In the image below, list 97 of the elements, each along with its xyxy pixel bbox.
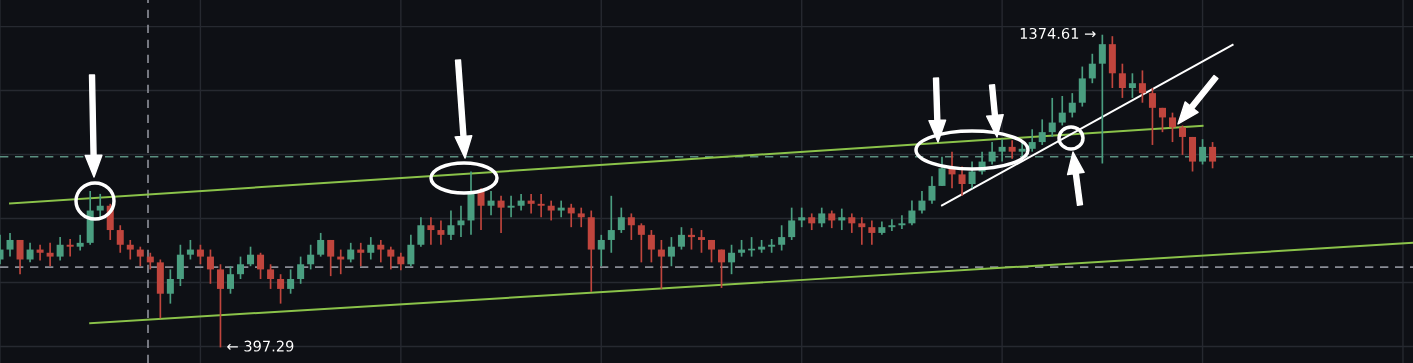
- candlestick: [547, 199, 555, 222]
- candlestick: [998, 138, 1006, 163]
- candlestick: [226, 265, 234, 295]
- candlestick: [788, 206, 796, 241]
- candlestick: [1138, 69, 1146, 104]
- candlestick: [918, 190, 926, 215]
- candlestick: [597, 234, 605, 268]
- candlestick: [637, 222, 645, 264]
- candlestick: [988, 141, 996, 166]
- candlestick: [647, 229, 655, 264]
- candlestick: [457, 204, 465, 238]
- candlestick: [1058, 95, 1066, 127]
- candlestick: [26, 242, 34, 264]
- candlestick: [367, 236, 375, 261]
- candlestick: [76, 234, 84, 252]
- candlestick: [697, 229, 705, 254]
- candlestick: [36, 243, 44, 262]
- candlestick: [307, 243, 315, 271]
- candlestick: [1048, 97, 1056, 138]
- candlestick: [136, 245, 144, 268]
- candlestick: [818, 206, 826, 229]
- candlestick: [1008, 139, 1016, 160]
- candlestick: [497, 194, 505, 234]
- candlestick: [166, 268, 174, 305]
- candlestick: [868, 219, 876, 246]
- candlestick: [287, 268, 295, 295]
- candlestick: [1128, 72, 1136, 99]
- candlestick: [56, 236, 64, 262]
- candlestick: [728, 243, 736, 276]
- candlestick: [958, 165, 966, 197]
- candlestick: [1168, 111, 1176, 143]
- candlestick: [938, 155, 946, 187]
- candlestick: [116, 224, 124, 254]
- candlestick: [96, 193, 104, 219]
- candlestick: [898, 214, 906, 230]
- candlestick: [16, 239, 24, 276]
- candlestick: [928, 175, 936, 205]
- candlestick: [347, 242, 355, 264]
- candlestick: [377, 239, 385, 264]
- annotation: 1374.61 →: [1020, 27, 1096, 39]
- candlestick: [186, 239, 194, 261]
- candlestick: [1038, 118, 1046, 146]
- candlestick: [126, 239, 134, 261]
- candlestick: [1028, 128, 1036, 153]
- candlestick: [908, 199, 916, 227]
- candlestick: [1068, 92, 1076, 119]
- candlestick: [417, 216, 425, 248]
- candlestick: [557, 199, 565, 219]
- candlestick: [487, 190, 495, 217]
- candlestick: [1088, 52, 1096, 85]
- candlestick: [1179, 124, 1187, 156]
- candlestick: [427, 216, 435, 246]
- candlestick: [677, 226, 685, 251]
- candlestick: [848, 212, 856, 234]
- candlestick: [327, 239, 335, 277]
- candlestick: [196, 243, 204, 266]
- candlestick: [6, 232, 14, 258]
- candlestick: [477, 187, 485, 231]
- candlestick: [778, 224, 786, 252]
- candlestick: [657, 239, 665, 290]
- candlestick: [527, 193, 535, 215]
- candlestick: [968, 160, 976, 189]
- candlestick: [627, 212, 635, 241]
- candlestick: [1148, 87, 1156, 146]
- candlestick: [798, 206, 806, 229]
- candlestick: [407, 234, 415, 268]
- candlestick: [888, 218, 896, 232]
- candlestick: [1158, 107, 1166, 133]
- candlestick: [237, 255, 245, 280]
- candlestick: [838, 207, 846, 231]
- candlestick: [267, 263, 275, 290]
- annotation: ← 397.29: [227, 340, 294, 352]
- candlestick: [577, 206, 585, 229]
- candlestick: [447, 209, 455, 241]
- candlestick: [1209, 141, 1217, 170]
- candlestick: [247, 245, 255, 268]
- candlestick: [667, 236, 675, 268]
- candlestick: [607, 194, 615, 254]
- candlestick: [46, 242, 54, 268]
- candlestick: [858, 216, 866, 246]
- candlestick: [1199, 138, 1207, 166]
- candlestick: [537, 193, 545, 219]
- candlestick: [257, 251, 265, 280]
- candlestick: [1118, 62, 1126, 99]
- candlestick: [277, 273, 285, 305]
- candlestick: [387, 245, 395, 271]
- candlestick: [216, 263, 224, 349]
- candlestick: [718, 248, 726, 289]
- candlestick: [437, 219, 445, 246]
- candlestick: [357, 242, 365, 268]
- candlestick: [66, 238, 74, 258]
- candlestick: [617, 206, 625, 234]
- candlestick: [206, 248, 214, 285]
- candlestick: [317, 232, 325, 258]
- candlestick: [297, 255, 305, 285]
- candlestick: [1098, 33, 1106, 165]
- candlestick: [507, 194, 515, 219]
